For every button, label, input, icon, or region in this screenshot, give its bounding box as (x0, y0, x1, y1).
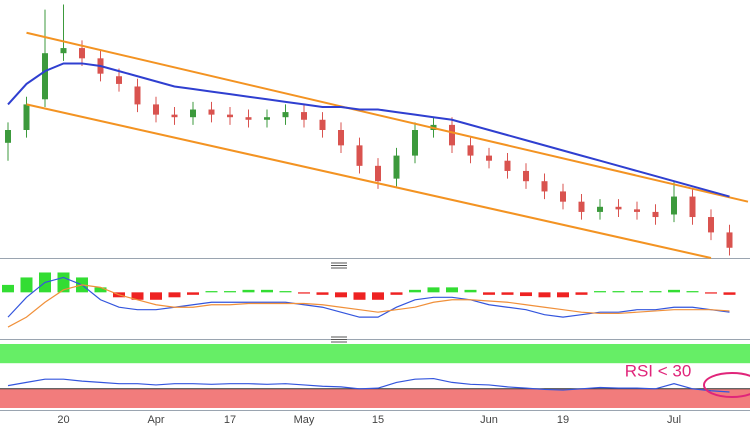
histogram-bar (94, 287, 107, 293)
histogram-bar (668, 289, 680, 293)
candle-body (504, 160, 511, 171)
candle-body (190, 109, 196, 118)
candle-body (356, 145, 363, 166)
histogram-bar (224, 291, 236, 293)
candle-body (282, 112, 289, 118)
indicator-line (7, 276, 730, 318)
candle-body (60, 48, 67, 54)
histogram-bar (649, 291, 662, 293)
histogram-bar (464, 289, 477, 293)
x-tick-label: Jul (667, 414, 681, 426)
histogram-bar (427, 287, 440, 293)
candle-body (560, 191, 566, 202)
histogram-bar (390, 292, 403, 295)
candle-body (449, 124, 455, 146)
candle-body (726, 232, 733, 248)
candle-body (116, 76, 122, 84)
histogram-bar (575, 292, 588, 295)
histogram-bar (316, 292, 329, 295)
histogram-bar (57, 272, 70, 293)
histogram-bar (353, 292, 366, 300)
candle-body (23, 104, 30, 130)
candle-body (171, 114, 178, 118)
candle-body (689, 196, 696, 218)
histogram-bar (335, 292, 347, 298)
histogram-bar (723, 292, 736, 295)
candle-body (486, 155, 492, 161)
histogram-bar (261, 289, 273, 293)
histogram-bar (205, 291, 218, 293)
candle-body (319, 119, 326, 130)
histogram-bar (501, 292, 514, 295)
candle-body (208, 109, 215, 115)
candle-body (393, 155, 400, 179)
candle-body (708, 217, 714, 233)
histogram-bar (168, 292, 181, 298)
candle-body (264, 117, 270, 120)
x-tick-label: 19 (557, 414, 569, 426)
channel-line (26, 31, 749, 203)
candle-body (523, 170, 529, 182)
resize-grip[interactable] (331, 336, 347, 343)
histogram-bar (372, 292, 384, 300)
rsi-line (7, 377, 730, 393)
candle-body (578, 201, 585, 212)
histogram-bar (446, 287, 458, 293)
histogram-bar (612, 291, 625, 293)
x-tick-label: 15 (372, 414, 384, 426)
candle-body (245, 117, 252, 120)
candle-body (79, 48, 85, 59)
histogram-bar (150, 292, 162, 300)
candle-body (412, 130, 418, 156)
candle-body (5, 130, 11, 143)
candle-body (338, 130, 344, 146)
histogram-bar (187, 292, 199, 295)
histogram-bar (686, 291, 699, 293)
channel-line (26, 103, 712, 259)
candle-body (153, 104, 159, 115)
histogram-bar (20, 277, 33, 293)
candle-body (615, 206, 622, 210)
x-tick-label: Apr (147, 414, 164, 426)
x-tick-label: 17 (224, 414, 236, 426)
candle-body (227, 114, 233, 118)
histogram-bar (631, 291, 643, 293)
x-tick-label: May (294, 414, 315, 426)
histogram-bar (557, 292, 569, 298)
annotation: RSI < 30 (625, 361, 692, 380)
x-tick-label: Jun (480, 414, 498, 426)
histogram-bar (520, 292, 532, 297)
candle-body (42, 53, 48, 100)
overbought-band (0, 344, 750, 364)
annotation-ellipse (703, 372, 750, 398)
candle-body (375, 165, 381, 182)
candle-body (634, 209, 640, 212)
indicator-line (7, 284, 730, 328)
histogram-bar (279, 291, 292, 293)
histogram-bar (483, 292, 495, 295)
candle-body (597, 206, 603, 212)
histogram-bar (2, 284, 14, 293)
moving-average (7, 62, 730, 198)
candle-body (671, 196, 677, 215)
candle-body (134, 86, 141, 105)
candle-body (652, 211, 659, 218)
histogram-bar (409, 289, 421, 293)
histogram-bar (131, 292, 144, 300)
histogram-bar (705, 292, 717, 294)
candle-body (541, 181, 548, 192)
histogram-bar (298, 292, 310, 294)
candle-body (301, 112, 307, 120)
oversold-band (0, 388, 750, 408)
histogram-bar (242, 289, 255, 293)
candle-body (467, 145, 474, 156)
histogram-bar (538, 292, 551, 298)
x-tick-label: 20 (57, 414, 69, 426)
histogram-bar (594, 291, 606, 293)
resize-grip[interactable] (331, 262, 347, 269)
